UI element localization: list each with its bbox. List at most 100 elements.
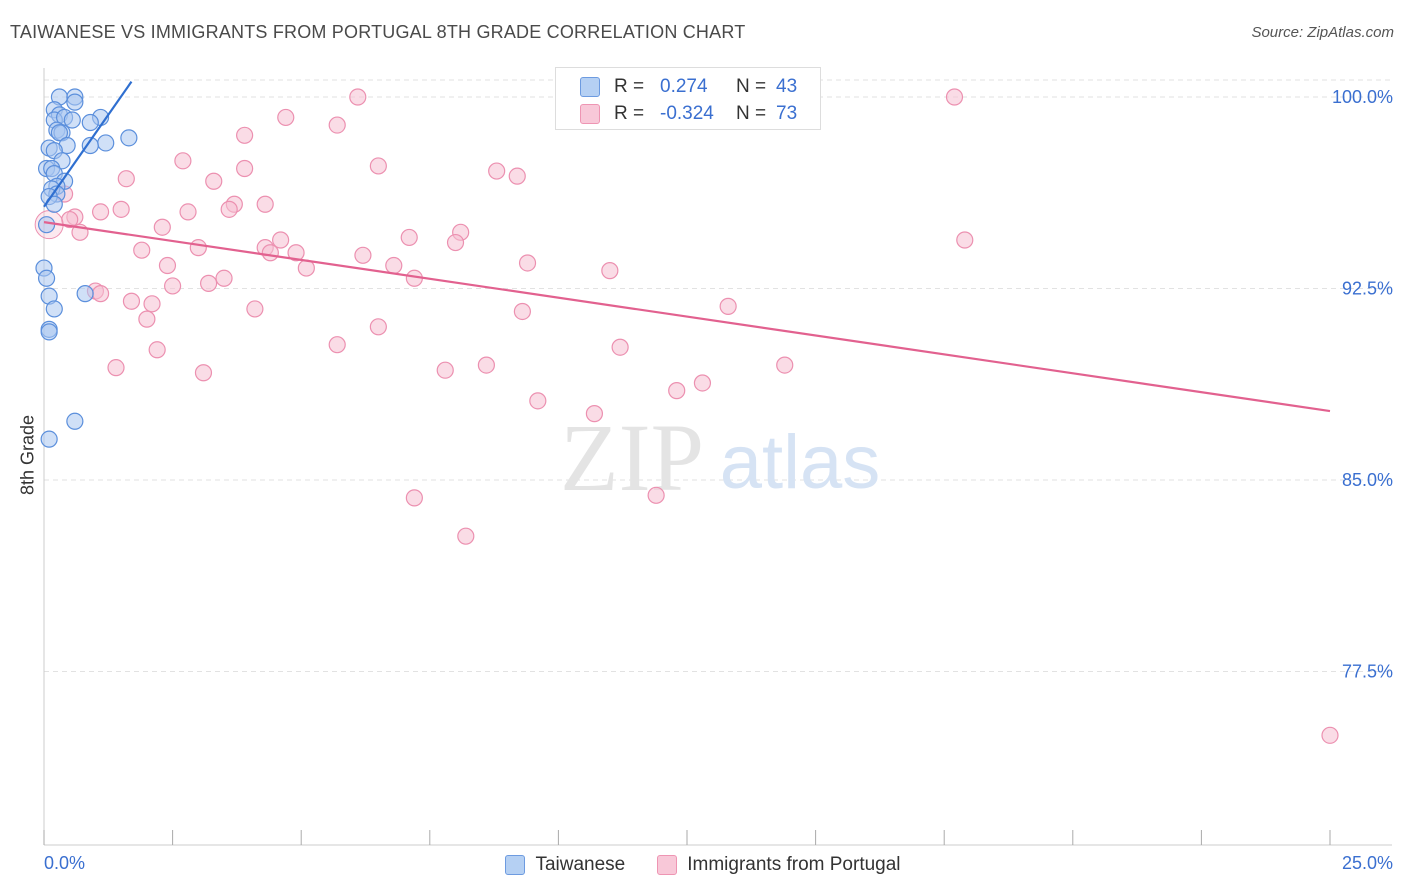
point-taiwanese xyxy=(37,269,56,287)
series-legend: Taiwanese Immigrants from Portugal xyxy=(0,852,1406,878)
legend-label-portugal: Immigrants from Portugal xyxy=(687,854,901,875)
swatch-portugal xyxy=(657,855,678,875)
swatch-portugal xyxy=(580,104,600,124)
point-portugal xyxy=(611,338,629,356)
point-portugal xyxy=(1321,726,1339,744)
point-portugal xyxy=(236,159,254,178)
r-label: R = xyxy=(614,76,645,97)
n-value: 73 xyxy=(776,103,798,124)
point-portugal xyxy=(256,195,274,213)
point-portugal xyxy=(405,489,423,507)
point-portugal xyxy=(107,359,125,377)
point-taiwanese xyxy=(120,129,138,147)
point-portugal xyxy=(529,392,547,410)
point-portugal xyxy=(601,262,619,280)
point-portugal xyxy=(488,162,506,180)
point-portugal xyxy=(354,246,372,264)
point-portugal xyxy=(446,233,465,252)
point-portugal xyxy=(200,274,218,292)
chart-title: TAIWANESE VS IMMIGRANTS FROM PORTUGAL 8T… xyxy=(10,22,746,42)
point-portugal xyxy=(194,364,213,382)
point-taiwanese xyxy=(37,216,56,234)
point-portugal xyxy=(215,269,233,287)
point-portugal xyxy=(143,295,161,313)
r-label: R = xyxy=(614,103,645,124)
point-portugal xyxy=(91,285,110,303)
legend-item-taiwanese[interactable]: Taiwanese xyxy=(505,854,625,876)
point-portugal xyxy=(776,356,794,374)
point-taiwanese xyxy=(97,134,115,152)
point-portugal xyxy=(385,256,403,275)
point-portugal xyxy=(668,382,686,400)
point-portugal xyxy=(174,152,192,170)
point-taiwanese xyxy=(40,323,58,341)
point-portugal xyxy=(112,200,130,218)
x-tick-labels: 0.0% 25.0% xyxy=(44,853,1393,873)
trend-lines xyxy=(43,81,1331,413)
point-portugal xyxy=(585,405,604,423)
point-portugal xyxy=(246,300,264,318)
point-taiwanese xyxy=(66,93,84,111)
y-tick-labels: 100.0% 92.5% 85.0% 77.5% xyxy=(1332,87,1393,682)
point-portugal xyxy=(328,116,346,134)
legend-item-portugal[interactable]: Immigrants from Portugal xyxy=(657,854,901,876)
point-taiwanese xyxy=(66,412,84,430)
point-portugal xyxy=(369,318,387,336)
point-portugal xyxy=(518,254,537,272)
n-label: N = xyxy=(736,76,767,97)
point-portugal xyxy=(477,356,495,374)
watermark-atlas: atlas xyxy=(720,420,881,505)
watermark-zip: ZIP xyxy=(560,404,704,511)
point-portugal xyxy=(117,170,135,188)
point-portugal xyxy=(457,527,475,545)
axes xyxy=(43,68,1392,846)
point-taiwanese xyxy=(81,113,99,132)
r-value: 0.274 xyxy=(660,76,708,97)
point-portugal xyxy=(513,302,531,321)
point-portugal xyxy=(287,244,305,262)
swatch-taiwanese xyxy=(580,77,600,97)
stats-legend: R = 0.274 N = 43 R = -0.324 N = 73 xyxy=(555,67,821,130)
point-taiwanese xyxy=(76,285,94,303)
point-portugal xyxy=(400,228,418,247)
point-taiwanese xyxy=(81,136,99,155)
point-taiwanese xyxy=(50,124,69,142)
n-value: 43 xyxy=(776,76,798,97)
point-portugal xyxy=(328,336,346,354)
point-portugal xyxy=(436,361,454,379)
legend-row-portugal: R = -0.324 N = 73 xyxy=(580,102,797,126)
source-label: Source: ZipAtlas.com xyxy=(1251,24,1394,41)
x-tick-label: 0.0% xyxy=(44,853,85,873)
r-value: -0.324 xyxy=(660,103,714,124)
x-tick-label: 25.0% xyxy=(1342,853,1393,873)
point-portugal xyxy=(153,218,171,236)
point-portugal xyxy=(349,88,367,106)
point-taiwanese xyxy=(63,111,81,129)
y-tick-label: 100.0% xyxy=(1332,87,1393,107)
y-tick-label: 85.0% xyxy=(1342,470,1393,490)
trend-line-portugal xyxy=(43,221,1331,413)
n-label: N = xyxy=(736,103,767,124)
point-portugal xyxy=(945,88,964,106)
point-portugal xyxy=(236,126,254,144)
point-portugal xyxy=(272,231,290,249)
point-portugal xyxy=(719,297,737,315)
point-portugal xyxy=(220,200,238,218)
point-portugal xyxy=(369,157,387,175)
point-taiwanese xyxy=(45,300,63,318)
point-portugal xyxy=(138,310,156,328)
point-portugal xyxy=(158,256,177,275)
point-portugal xyxy=(148,341,166,359)
point-portugal xyxy=(693,374,712,392)
legend-row-taiwanese: R = 0.274 N = 43 xyxy=(580,75,797,99)
y-tick-label: 92.5% xyxy=(1342,279,1393,299)
point-portugal xyxy=(133,241,151,259)
y-tick-label: 77.5% xyxy=(1342,662,1393,682)
trend-line-taiwanese xyxy=(43,81,133,208)
point-portugal xyxy=(647,486,665,504)
point-portugal xyxy=(205,172,223,190)
point-portugal xyxy=(956,231,974,249)
point-taiwanese xyxy=(40,430,58,448)
point-portugal xyxy=(91,203,110,221)
series-taiwanese xyxy=(35,88,138,448)
